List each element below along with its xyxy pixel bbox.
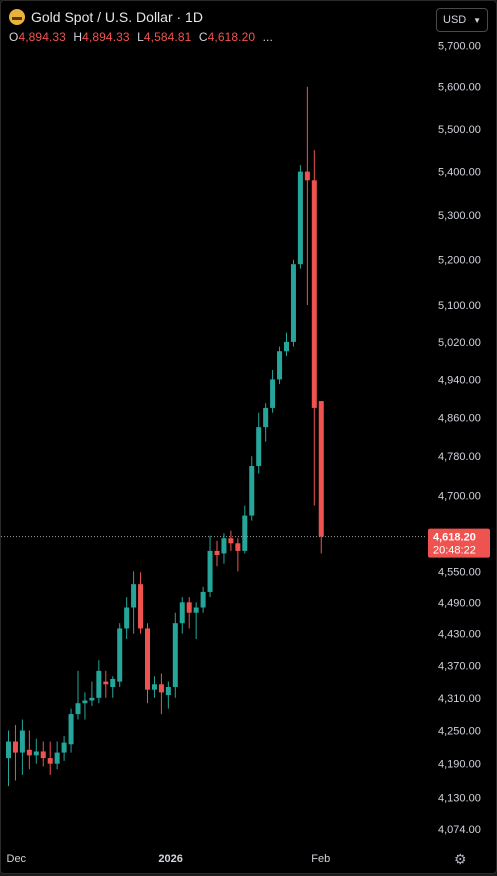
chart-header: ▬ Gold Spot / U.S. Dollar · 1D O4,894.33… [9,9,273,49]
high-value: 4,894.33 [82,30,130,44]
candle-body [304,171,310,181]
candle-body [235,543,241,551]
close-label: C [198,30,208,44]
candle-body [96,670,102,698]
currency-label: USD [443,14,467,26]
candle-body [263,407,269,428]
price-tick-label: 4,370.00 [438,661,481,673]
time-axis-label: Feb [311,853,330,865]
price-tick-label: 5,300.00 [438,210,481,222]
candle-body [138,584,144,629]
gold-bars-icon: ▬ [9,9,25,25]
price-tick-label: 4,700.00 [438,491,481,503]
candle-body [270,379,276,408]
price-tick-label: 4,074.00 [438,824,481,836]
candle-body [117,628,123,682]
candle-body [47,758,53,764]
price-tick-label: 4,860.00 [438,413,481,425]
candle-body [75,703,81,715]
candle-body [318,401,324,537]
candle-body [61,742,67,753]
candle-body [54,752,60,764]
bar-countdown: 20:48:22 [433,545,476,557]
candle-body [172,623,178,687]
candle-body [145,628,150,690]
candle-body [207,550,213,592]
price-tick-label: 5,600.00 [438,82,481,94]
candle-body [249,466,255,516]
candle-body [165,686,171,696]
candle-body [6,741,11,759]
candle-body [193,607,199,613]
last-price-badge [428,528,490,558]
candle-body [214,550,220,555]
price-tick-label: 5,100.00 [438,300,481,312]
candle-body [33,751,39,756]
close-value: 4,618.20 [207,30,256,44]
candle-body [311,180,317,408]
low-label: L [137,30,144,44]
last-price-label: 4,618.20 [433,532,476,544]
candle-body [290,264,296,342]
candle-body [89,697,95,701]
candle-body [12,741,18,753]
currency-selector[interactable]: USD ▼ [436,8,488,32]
candle-body [68,714,74,745]
candle-body [124,607,130,629]
chevron-down-icon: ▼ [473,15,481,25]
candle-body [221,538,227,554]
price-tick-label: 5,020.00 [438,337,481,349]
candle-body [110,678,116,687]
time-axis-label: 2026 [158,853,182,865]
candle-body [158,684,164,693]
candle-body [186,602,192,613]
low-value: 4,584.81 [143,30,192,44]
price-tick-label: 4,940.00 [438,374,481,386]
candle-body [277,351,283,380]
candle-body [256,427,262,467]
ohlc-legend: O4,894.33 H4,894.33 L4,584.81 C4,618.20 … [9,30,273,44]
time-axis-label: Dec [7,853,27,865]
candle-body [242,515,248,551]
candle-body [82,700,88,704]
price-tick-label: 4,550.00 [438,566,481,578]
candle-body [200,591,206,608]
candle-body [297,171,303,265]
candle-body [103,681,109,685]
more-indicator[interactable]: ... [262,30,273,44]
candle-body [284,341,289,352]
candle-body [19,730,25,753]
price-tick-label: 4,490.00 [438,597,481,609]
candle-body [228,538,234,544]
high-label: H [73,30,83,44]
price-tick-label: 4,190.00 [438,759,481,771]
price-tick-label: 5,500.00 [438,124,481,136]
price-tick-label: 4,130.00 [438,792,481,804]
candle-body [26,749,32,756]
candle-body [131,584,137,608]
symbol-row[interactable]: ▬ Gold Spot / U.S. Dollar · 1D [9,9,273,25]
price-tick-label: 5,200.00 [438,255,481,267]
open-value: 4,894.33 [18,30,66,44]
candle-body [40,751,46,759]
price-tick-label: 4,780.00 [438,451,481,463]
price-tick-label: 5,700.00 [438,40,481,52]
open-label: O [9,30,19,44]
candle-body [151,684,157,690]
price-tick-label: 4,310.00 [438,693,481,705]
gear-icon[interactable]: ⚙ [454,851,467,867]
symbol-title[interactable]: Gold Spot / U.S. Dollar · 1D [31,9,203,25]
price-tick-label: 5,400.00 [438,167,481,179]
price-tick-label: 4,430.00 [438,629,481,641]
price-tick-label: 4,250.00 [438,726,481,738]
candle-body [179,602,185,624]
